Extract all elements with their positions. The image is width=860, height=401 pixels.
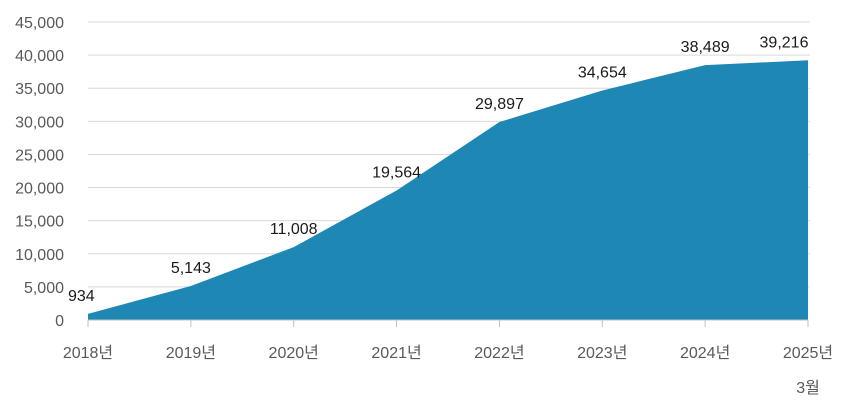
data-label: 934 <box>68 288 95 305</box>
data-labels: 934 5,143 11,008 19,564 29,897 34,654 38,489 39… <box>68 34 809 305</box>
area-fill <box>88 60 808 321</box>
data-label: 29,897 <box>475 96 524 113</box>
data-label: 11,008 <box>270 221 318 238</box>
y-tick-label: 0 <box>55 313 64 330</box>
x-tick-label: 2020년 <box>269 344 319 362</box>
data-label: 19,564 <box>372 164 421 181</box>
data-label: 39,216 <box>760 34 809 51</box>
gridlines <box>88 21 810 288</box>
y-tick-label: 30,000 <box>15 114 64 131</box>
y-tick-label: 15,000 <box>15 214 64 231</box>
data-label: 34,654 <box>578 65 627 82</box>
data-label: 5,143 <box>171 260 211 277</box>
y-tick-label: 10,000 <box>15 247 64 264</box>
area-series <box>88 60 808 321</box>
y-tick-label: 5,000 <box>24 280 64 297</box>
y-tick-label: 40,000 <box>15 48 64 65</box>
data-label: 38,489 <box>681 39 730 56</box>
x-axis-tick-labels: 2018년 2019년 2020년 2021년 2022년 2023년 2024년 2025년… <box>63 344 833 397</box>
x-axis <box>87 319 809 327</box>
x-tick-label: 2018년 <box>63 344 113 362</box>
x-tick-label: 2025년 <box>783 344 833 362</box>
x-tick-label: 2019년 <box>166 344 216 362</box>
x-tick-label: 2022년 <box>474 344 524 362</box>
y-axis-tick-labels: 0 5,000 10,000 15,000 20,000 25,000 30,000 35,0… <box>15 15 64 330</box>
y-tick-label: 45,000 <box>15 15 64 32</box>
x-tick-label: 2023년 <box>577 344 627 362</box>
x-tick-label: 2024년 <box>680 344 730 362</box>
y-tick-label: 35,000 <box>15 81 64 98</box>
y-tick-label: 25,000 <box>15 147 64 164</box>
y-tick-label: 20,000 <box>15 181 64 198</box>
x-tick-sublabel: 3월 <box>796 379 820 397</box>
x-tick-label: 2021년 <box>371 344 421 362</box>
